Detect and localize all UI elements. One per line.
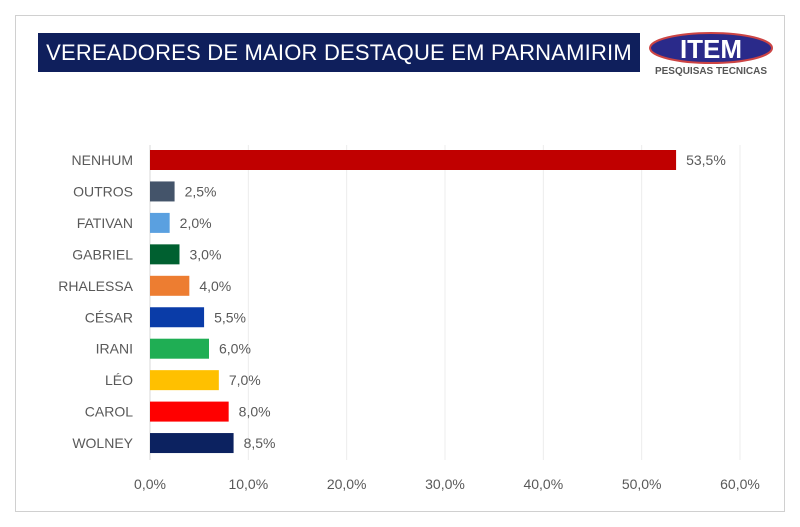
- chart-frame: [15, 15, 785, 512]
- data-label: 6,0%: [219, 341, 251, 357]
- bar-carol: [150, 401, 229, 422]
- category-label: IRANI: [96, 341, 133, 357]
- bar-outros: [150, 181, 175, 202]
- page-title: VEREADORES DE MAIOR DESTAQUE EM PARNAMIR…: [38, 33, 640, 72]
- svg-text:PESQUISAS TECNICAS: PESQUISAS TECNICAS: [655, 66, 767, 77]
- x-tick-label: 30,0%: [425, 476, 465, 492]
- x-tick-label: 60,0%: [720, 476, 760, 492]
- data-label: 7,0%: [229, 372, 261, 388]
- category-label: CAROL: [85, 404, 133, 420]
- category-label: CÉSAR: [85, 309, 133, 325]
- x-tick-label: 0,0%: [134, 476, 166, 492]
- bar-wolney: [150, 433, 234, 454]
- category-label: RHALESSA: [58, 278, 133, 294]
- x-tick-label: 50,0%: [622, 476, 662, 492]
- bar-rhalessa: [150, 275, 190, 296]
- category-label: OUTROS: [73, 183, 133, 199]
- data-label: 8,5%: [244, 435, 276, 451]
- bar-irani: [150, 338, 209, 359]
- category-label: LÉO: [105, 372, 133, 388]
- svg-text:ITEM: ITEM: [680, 34, 742, 64]
- x-tick-label: 10,0%: [228, 476, 268, 492]
- data-label: 8,0%: [239, 404, 271, 420]
- x-tick-label: 20,0%: [327, 476, 367, 492]
- bar-nenhum: [150, 150, 677, 170]
- category-label: NENHUM: [72, 152, 133, 168]
- bar-césar: [150, 307, 205, 328]
- bar-gabriel: [150, 244, 180, 265]
- data-label: 4,0%: [199, 278, 231, 294]
- data-label: 2,5%: [185, 183, 217, 199]
- data-label: 2,0%: [180, 215, 212, 231]
- data-label: 3,0%: [190, 246, 222, 262]
- item-logo: ITEM PESQUISAS TECNICAS: [649, 32, 773, 77]
- bar-léo: [150, 370, 219, 391]
- category-label: FATIVAN: [77, 215, 133, 231]
- data-label: 5,5%: [214, 309, 246, 325]
- category-label: WOLNEY: [72, 435, 133, 451]
- x-tick-label: 40,0%: [523, 476, 563, 492]
- category-label: GABRIEL: [72, 246, 133, 262]
- bar-fativan: [150, 212, 170, 233]
- data-label: 53,5%: [686, 152, 726, 168]
